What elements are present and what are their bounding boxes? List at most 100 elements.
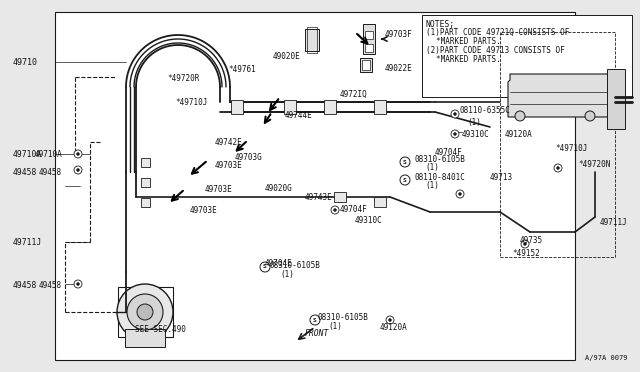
Circle shape <box>515 111 525 121</box>
Circle shape <box>524 243 526 246</box>
Text: 49458: 49458 <box>39 167 62 176</box>
Text: 08310-6105B: 08310-6105B <box>415 154 466 164</box>
Text: S: S <box>263 264 267 269</box>
Text: (1): (1) <box>425 163 439 171</box>
Text: *49761: *49761 <box>228 64 256 74</box>
Bar <box>360 58 372 72</box>
Circle shape <box>77 283 79 285</box>
Text: *49720N: *49720N <box>578 160 611 169</box>
Text: 49120A: 49120A <box>505 129 532 138</box>
Text: A/97A 0079: A/97A 0079 <box>586 355 628 361</box>
Text: 49703E: 49703E <box>205 185 233 193</box>
Circle shape <box>557 167 559 169</box>
Circle shape <box>456 190 464 198</box>
Text: S: S <box>403 160 407 164</box>
Text: 49703E: 49703E <box>215 160 243 170</box>
Text: 49120A: 49120A <box>380 323 408 331</box>
Circle shape <box>74 150 82 158</box>
Text: *49710J: *49710J <box>555 144 588 153</box>
Bar <box>231 100 243 114</box>
Text: (2)PART CODE 49713 CONSISTS OF: (2)PART CODE 49713 CONSISTS OF <box>426 46 564 55</box>
Text: 49022E: 49022E <box>385 64 413 73</box>
Circle shape <box>454 113 456 115</box>
Text: 49703G: 49703G <box>235 153 263 161</box>
Text: (1): (1) <box>467 118 481 126</box>
Text: 49713: 49713 <box>490 173 513 182</box>
Text: 08110-6355C: 08110-6355C <box>460 106 511 115</box>
Circle shape <box>260 262 270 272</box>
Circle shape <box>451 110 459 118</box>
Text: FRONT: FRONT <box>305 330 330 339</box>
Circle shape <box>74 166 82 174</box>
Bar <box>500 32 615 257</box>
Bar <box>284 100 296 114</box>
Text: 49742E: 49742E <box>215 138 243 147</box>
Text: 49310C: 49310C <box>462 129 490 138</box>
Text: 49710A: 49710A <box>35 150 62 158</box>
Circle shape <box>137 304 153 320</box>
Bar <box>363 24 375 54</box>
Circle shape <box>388 318 392 321</box>
Text: 49711J: 49711J <box>13 237 42 247</box>
Text: S: S <box>313 317 317 323</box>
Circle shape <box>521 240 529 248</box>
Text: 49020G: 49020G <box>265 183 292 192</box>
Circle shape <box>77 153 79 155</box>
Bar <box>141 198 150 206</box>
Circle shape <box>386 316 394 324</box>
Text: *49710J: *49710J <box>175 97 207 106</box>
Text: 08110-8401C: 08110-8401C <box>415 173 466 182</box>
Bar <box>141 157 150 167</box>
Circle shape <box>331 206 339 214</box>
Circle shape <box>333 209 337 211</box>
Bar <box>365 44 373 52</box>
Circle shape <box>585 111 595 121</box>
Text: 49711J: 49711J <box>600 218 628 227</box>
Text: 49458: 49458 <box>13 282 37 291</box>
Text: 49710: 49710 <box>13 58 38 67</box>
Circle shape <box>400 157 410 167</box>
Circle shape <box>74 280 82 288</box>
Text: (1): (1) <box>280 269 294 279</box>
Bar <box>334 192 346 202</box>
Text: *49152: *49152 <box>512 250 540 259</box>
Bar <box>141 177 150 186</box>
Text: 49458: 49458 <box>13 167 37 176</box>
Text: 49743E: 49743E <box>305 192 333 202</box>
Bar <box>55 12 575 360</box>
Text: 49458: 49458 <box>39 282 62 291</box>
Text: 49310C: 49310C <box>355 215 383 224</box>
Circle shape <box>459 193 461 195</box>
Circle shape <box>310 315 320 325</box>
Text: 49735: 49735 <box>520 235 543 244</box>
Text: 49703F: 49703F <box>385 29 413 38</box>
Bar <box>362 60 370 70</box>
Text: NOTES;: NOTES; <box>426 20 455 29</box>
Text: 08310-6105B: 08310-6105B <box>318 312 369 321</box>
Bar <box>305 29 319 51</box>
Text: *MARKED PARTS.: *MARKED PARTS. <box>436 55 500 64</box>
Text: (1)PART CODE 49721Q CONSISTS OF: (1)PART CODE 49721Q CONSISTS OF <box>426 28 570 37</box>
Bar <box>307 27 317 53</box>
Bar <box>374 100 386 114</box>
Text: 49710A: 49710A <box>13 150 42 158</box>
Circle shape <box>77 169 79 171</box>
Circle shape <box>554 164 562 172</box>
Bar <box>118 287 173 337</box>
Text: SEE SEC.490: SEE SEC.490 <box>135 326 186 334</box>
Text: 08310-6105B: 08310-6105B <box>270 260 321 269</box>
Bar <box>422 15 632 97</box>
Circle shape <box>400 175 410 185</box>
Bar <box>365 31 373 39</box>
Text: *49720R: *49720R <box>167 74 200 83</box>
Bar <box>324 100 336 114</box>
Text: 49704F: 49704F <box>340 205 368 214</box>
Text: S: S <box>403 177 407 183</box>
Circle shape <box>454 132 456 135</box>
Text: 49020E: 49020E <box>272 51 300 61</box>
Text: 4972IQ: 4972IQ <box>340 90 368 99</box>
Bar <box>125 329 165 347</box>
Bar <box>374 197 386 207</box>
Circle shape <box>117 284 173 340</box>
Text: 49703E: 49703E <box>190 205 218 215</box>
